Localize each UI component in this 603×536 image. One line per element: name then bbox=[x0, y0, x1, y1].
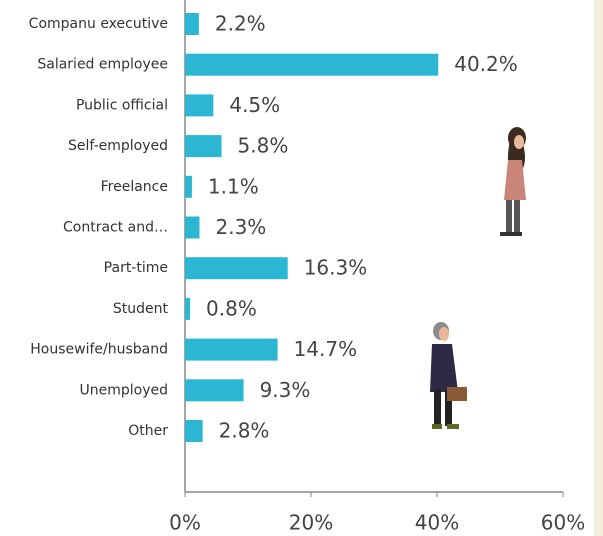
category-label: Salaried employee bbox=[37, 57, 168, 73]
value-label: 14.7% bbox=[294, 337, 358, 361]
category-label: Public official bbox=[76, 97, 168, 113]
value-label: 4.5% bbox=[229, 93, 280, 117]
value-label: 1.1% bbox=[208, 174, 259, 198]
category-label: Student bbox=[113, 301, 169, 317]
x-tick-label: 20% bbox=[289, 511, 333, 535]
bar bbox=[185, 53, 439, 76]
value-label: 5.8% bbox=[238, 134, 289, 158]
category-label: Housewife/husband bbox=[30, 342, 168, 358]
value-label: 16.3% bbox=[304, 256, 368, 280]
bar bbox=[185, 13, 199, 35]
category-label: Self-employed bbox=[68, 138, 168, 154]
bar bbox=[185, 379, 244, 402]
x-tick-label: 60% bbox=[541, 511, 585, 535]
bar bbox=[185, 297, 191, 320]
woman-illustration bbox=[500, 127, 526, 236]
bar bbox=[185, 216, 200, 239]
bar bbox=[185, 420, 203, 442]
category-label: Contract and… bbox=[63, 220, 168, 236]
category-label: Unemployed bbox=[80, 382, 169, 398]
bar bbox=[185, 338, 278, 361]
category-label: Companu executive bbox=[29, 16, 168, 32]
bar bbox=[185, 94, 214, 117]
value-label: 0.8% bbox=[206, 296, 257, 320]
man-illustration bbox=[430, 322, 467, 429]
category-label: Freelance bbox=[101, 179, 168, 195]
category-label: Other bbox=[128, 423, 168, 439]
x-tick-label: 0% bbox=[169, 511, 201, 535]
value-label: 2.3% bbox=[215, 215, 266, 239]
bar bbox=[185, 175, 192, 198]
value-label: 2.8% bbox=[219, 419, 270, 443]
bar bbox=[185, 257, 288, 280]
value-label: 9.3% bbox=[260, 378, 311, 402]
bar bbox=[185, 135, 222, 158]
side-strip bbox=[594, 0, 603, 536]
value-label: 40.2% bbox=[454, 52, 518, 76]
category-label: Part-time bbox=[104, 260, 168, 276]
value-label: 2.2% bbox=[215, 12, 266, 36]
x-tick-label: 40% bbox=[415, 511, 459, 535]
